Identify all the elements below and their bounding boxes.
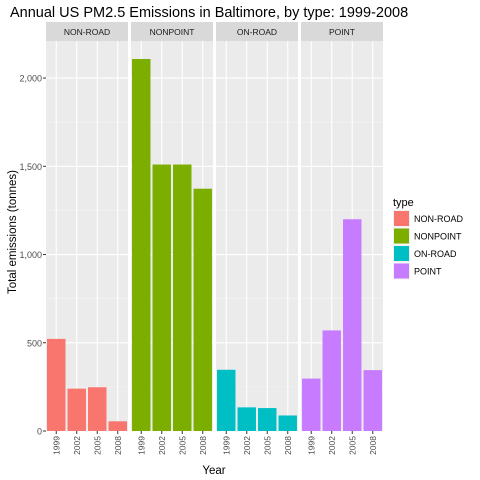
legend-swatch bbox=[394, 211, 409, 226]
panel-background bbox=[301, 41, 383, 431]
legend-title: type bbox=[393, 197, 414, 209]
x-tick-label: 2008 bbox=[113, 436, 123, 455]
x-tick-label: 1999 bbox=[51, 436, 61, 455]
facet-strip-label: POINT bbox=[329, 27, 355, 37]
bar bbox=[258, 408, 277, 431]
x-tick-label: 2005 bbox=[177, 436, 187, 455]
x-tick-label: 2002 bbox=[157, 436, 167, 455]
facet-panel: ON-ROAD 1999 2002 2005 2008 bbox=[216, 22, 298, 455]
x-tick-label: 1999 bbox=[306, 436, 316, 455]
bar bbox=[237, 407, 256, 431]
y-tick-label: 0 bbox=[37, 427, 42, 437]
facet-strip bbox=[216, 22, 298, 41]
x-tick-label: 2002 bbox=[242, 436, 252, 455]
bar bbox=[193, 188, 212, 431]
facet-strip-label: NONPOINT bbox=[150, 27, 195, 37]
y-tick-label: 1,500 bbox=[19, 162, 42, 172]
legend-label: ON-ROAD bbox=[414, 249, 457, 259]
facet-strip-label: NON-ROAD bbox=[64, 27, 110, 37]
bar bbox=[363, 370, 382, 431]
x-tick-label: 2008 bbox=[198, 436, 208, 455]
x-tick-label: 2005 bbox=[347, 436, 357, 455]
plot-layer: 0 500 1,000 1,500 2,000 NON-ROAD 1999 2002 2005 2… bbox=[19, 22, 383, 455]
bar bbox=[47, 338, 66, 431]
facet-panel: POINT 1999 2002 2005 2008 bbox=[301, 22, 383, 455]
legend-swatch bbox=[394, 228, 409, 244]
x-tick-label: 2005 bbox=[262, 436, 272, 455]
panel-background bbox=[216, 41, 298, 431]
x-tick-label: 2002 bbox=[327, 436, 337, 455]
x-tick-label: 2005 bbox=[92, 436, 102, 455]
y-axis-label: Total emissions (tonnes) bbox=[7, 170, 19, 294]
y-tick-label: 500 bbox=[27, 338, 42, 348]
facet-strip bbox=[131, 22, 213, 41]
x-tick-label: 1999 bbox=[221, 436, 231, 455]
y-tick-label: 1,000 bbox=[19, 250, 42, 260]
x-tick-label: 1999 bbox=[136, 436, 146, 455]
legend-label: POINT bbox=[414, 267, 442, 277]
x-axis-label: Year bbox=[202, 465, 225, 477]
bar bbox=[302, 378, 321, 431]
facet-strip bbox=[301, 22, 383, 41]
bar bbox=[152, 164, 171, 431]
bar bbox=[67, 388, 86, 431]
bar bbox=[322, 330, 341, 431]
bar bbox=[88, 387, 107, 431]
facet-panel: NONPOINT 1999 2002 2005 2008 bbox=[131, 22, 213, 455]
facet-panel: NON-ROAD 1999 2002 2005 2008 bbox=[46, 22, 128, 455]
bar bbox=[278, 415, 297, 431]
x-tick-label: 2002 bbox=[72, 436, 82, 455]
bar bbox=[217, 369, 236, 431]
x-tick-label: 2008 bbox=[368, 436, 378, 455]
legend-label: NON-ROAD bbox=[414, 214, 463, 224]
bar bbox=[108, 421, 127, 431]
bar bbox=[132, 59, 151, 431]
chart-title: Annual US PM2.5 Emissions in Baltimore, … bbox=[10, 5, 408, 21]
facet-strip bbox=[46, 22, 128, 41]
legend-swatch bbox=[394, 263, 409, 279]
bar bbox=[173, 164, 192, 431]
legend-swatch bbox=[394, 246, 409, 261]
x-tick-label: 2008 bbox=[283, 436, 293, 455]
legend-label: NONPOINT bbox=[414, 232, 462, 242]
y-tick-label: 2,000 bbox=[19, 74, 42, 84]
facet-strip-label: ON-ROAD bbox=[237, 27, 277, 37]
bar bbox=[343, 219, 362, 431]
